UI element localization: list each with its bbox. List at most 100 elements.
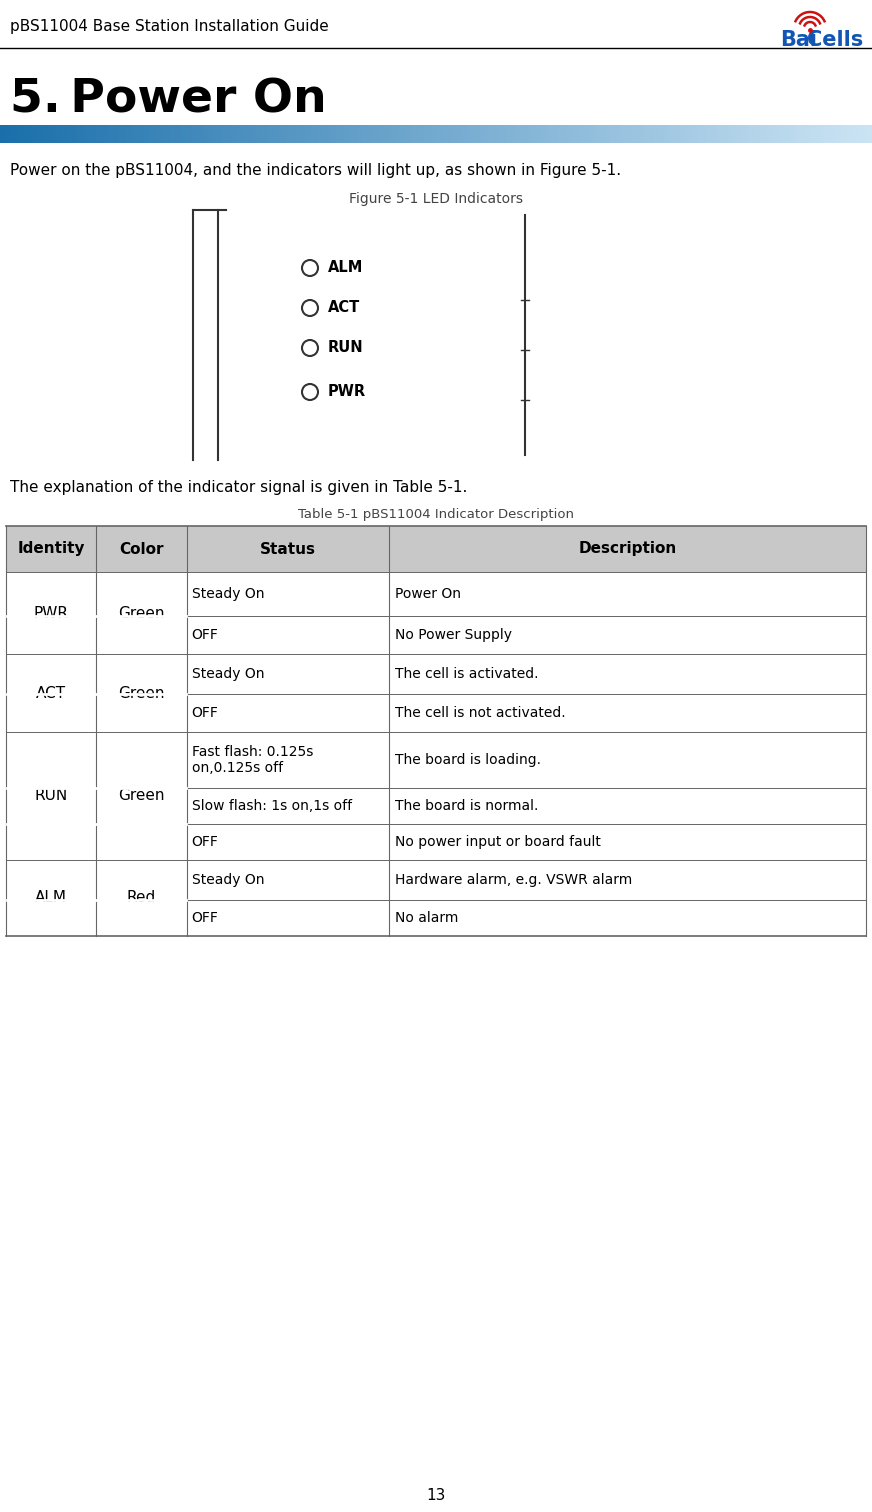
- Bar: [741, 125, 746, 144]
- Bar: [698, 125, 702, 144]
- Bar: [126, 125, 131, 144]
- Bar: [222, 125, 227, 144]
- Bar: [401, 125, 405, 144]
- Bar: [785, 125, 789, 144]
- Bar: [746, 125, 750, 144]
- Bar: [170, 125, 174, 144]
- Text: RUN: RUN: [328, 340, 364, 355]
- Bar: [349, 125, 353, 144]
- Bar: [580, 125, 584, 144]
- Bar: [471, 125, 475, 144]
- Text: 13: 13: [426, 1488, 446, 1503]
- Bar: [833, 125, 837, 144]
- Bar: [9, 125, 13, 144]
- Bar: [467, 125, 471, 144]
- Bar: [105, 125, 109, 144]
- Bar: [358, 125, 362, 144]
- Bar: [567, 125, 571, 144]
- Bar: [26, 125, 31, 144]
- Bar: [610, 125, 615, 144]
- Bar: [750, 125, 754, 144]
- Bar: [654, 125, 658, 144]
- Bar: [17, 125, 22, 144]
- Bar: [536, 125, 541, 144]
- Bar: [227, 125, 231, 144]
- Bar: [680, 125, 685, 144]
- Text: No power input or board fault: No power input or board fault: [395, 835, 601, 850]
- Bar: [109, 125, 113, 144]
- Bar: [100, 125, 105, 144]
- Bar: [841, 125, 846, 144]
- Bar: [144, 125, 148, 144]
- Bar: [275, 125, 279, 144]
- Text: Table 5-1 pBS11004 Indicator Description: Table 5-1 pBS11004 Indicator Description: [298, 508, 574, 522]
- Bar: [4, 125, 9, 144]
- Bar: [449, 125, 453, 144]
- Bar: [13, 125, 17, 144]
- Bar: [462, 125, 467, 144]
- Text: Green: Green: [119, 685, 165, 700]
- Bar: [270, 125, 275, 144]
- Bar: [776, 125, 780, 144]
- Bar: [671, 125, 676, 144]
- Bar: [663, 125, 667, 144]
- Bar: [480, 125, 484, 144]
- Bar: [83, 125, 87, 144]
- Bar: [615, 125, 619, 144]
- Bar: [532, 125, 536, 144]
- Bar: [205, 125, 209, 144]
- Bar: [31, 125, 35, 144]
- Text: PWR: PWR: [34, 605, 69, 620]
- Bar: [637, 125, 641, 144]
- Bar: [161, 125, 166, 144]
- Bar: [279, 125, 283, 144]
- Bar: [501, 125, 506, 144]
- Text: ACT: ACT: [328, 301, 360, 316]
- Bar: [87, 125, 92, 144]
- Bar: [52, 125, 57, 144]
- Bar: [388, 125, 392, 144]
- Bar: [715, 125, 719, 144]
- Bar: [375, 125, 379, 144]
- Bar: [859, 125, 863, 144]
- Bar: [148, 125, 153, 144]
- Bar: [789, 125, 794, 144]
- Bar: [828, 125, 833, 144]
- Text: The cell is not activated.: The cell is not activated.: [395, 706, 565, 720]
- Text: Power On: Power On: [395, 587, 460, 600]
- Bar: [850, 125, 855, 144]
- Text: OFF: OFF: [192, 627, 219, 643]
- Bar: [432, 125, 436, 144]
- Bar: [0, 125, 4, 144]
- Bar: [266, 125, 270, 144]
- Bar: [423, 125, 427, 144]
- Bar: [153, 125, 157, 144]
- Bar: [488, 125, 493, 144]
- Text: pBS11004 Base Station Installation Guide: pBS11004 Base Station Installation Guide: [10, 20, 329, 35]
- Text: RUN: RUN: [35, 788, 68, 803]
- Bar: [427, 125, 432, 144]
- Bar: [820, 125, 824, 144]
- Bar: [650, 125, 654, 144]
- Bar: [641, 125, 645, 144]
- Bar: [737, 125, 741, 144]
- Text: ALM: ALM: [328, 260, 364, 275]
- Text: No Power Supply: No Power Supply: [395, 627, 512, 643]
- Bar: [523, 125, 528, 144]
- Bar: [301, 125, 305, 144]
- Text: Bai: Bai: [780, 30, 817, 50]
- Bar: [340, 125, 344, 144]
- Bar: [602, 125, 606, 144]
- Bar: [288, 125, 292, 144]
- Bar: [711, 125, 715, 144]
- Bar: [545, 125, 549, 144]
- Bar: [440, 125, 445, 144]
- Text: Slow flash: 1s on,1s off: Slow flash: 1s on,1s off: [192, 798, 351, 813]
- Bar: [855, 125, 859, 144]
- Bar: [166, 125, 170, 144]
- Bar: [589, 125, 593, 144]
- Bar: [676, 125, 680, 144]
- Text: Green: Green: [119, 605, 165, 620]
- Text: Steady On: Steady On: [192, 587, 264, 600]
- Bar: [353, 125, 358, 144]
